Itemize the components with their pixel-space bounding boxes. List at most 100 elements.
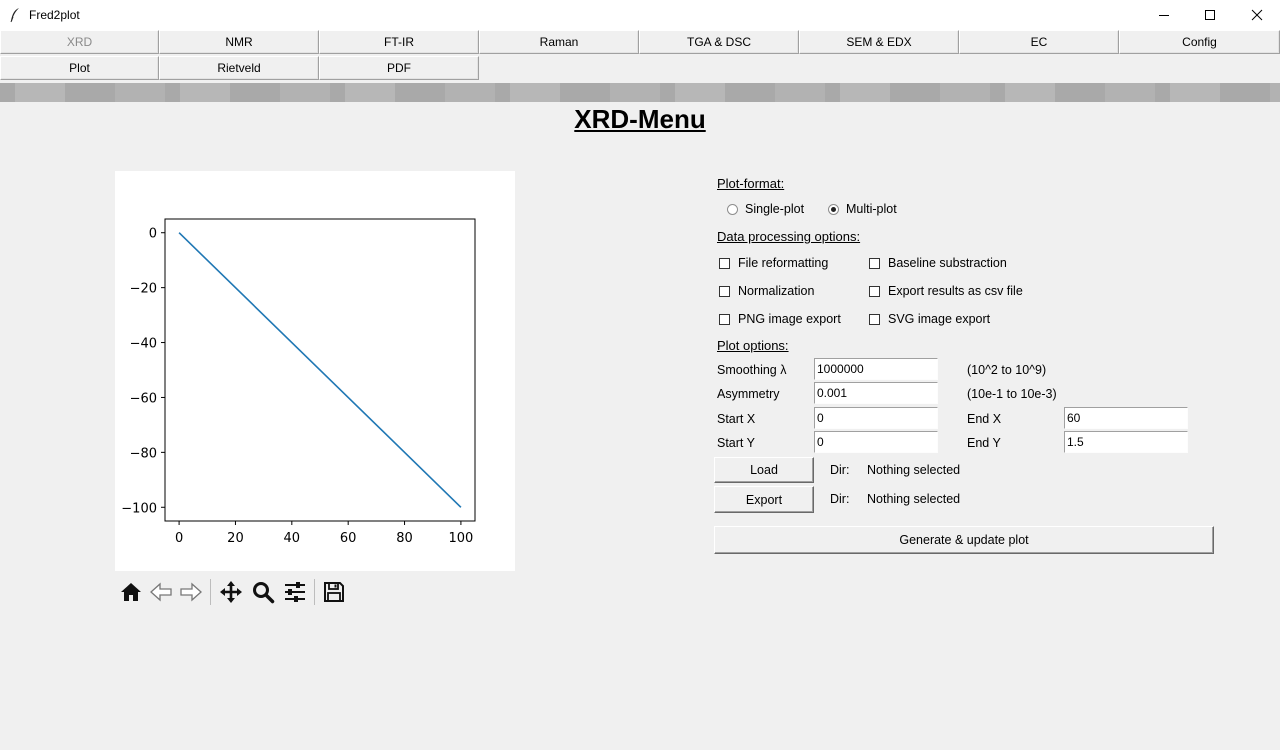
y-tick-label: −80: [130, 446, 157, 461]
radio-indicator[interactable]: [727, 203, 738, 215]
file-reformatting-label: File reformatting: [738, 256, 829, 270]
tab-nmr[interactable]: NMR: [159, 30, 319, 54]
y-tick-label: −20: [130, 282, 157, 297]
plot-format-label: Plot-format:: [717, 176, 785, 191]
pan-button[interactable]: [216, 577, 246, 607]
y-tick-label: 0: [149, 227, 157, 242]
page-title: XRD-Menu: [574, 104, 706, 134]
x-tick-label: 100: [448, 531, 473, 546]
minimize-button[interactable]: [1141, 0, 1187, 30]
multi-plot-label: Multi-plot: [846, 202, 897, 216]
asymmetry-input[interactable]: [814, 382, 938, 404]
plot-canvas[interactable]: 0 20 40 60 80 100 0 −20 −40 −60 −80 −100: [115, 171, 515, 571]
smoothing-input[interactable]: [814, 358, 938, 380]
load-dir-label: Dir:: [830, 463, 850, 477]
start-y-label: Start Y: [717, 436, 755, 450]
tab-pdf[interactable]: PDF: [319, 56, 479, 80]
normalization-label: Normalization: [738, 284, 815, 298]
checkbox-box[interactable]: [869, 257, 880, 269]
close-button[interactable]: [1234, 0, 1280, 30]
baseline-checkbox[interactable]: Baseline substraction: [869, 256, 1007, 270]
toolbar-separator: [314, 579, 315, 605]
x-tick-label: 80: [396, 531, 413, 546]
checkbox-box[interactable]: [719, 257, 730, 269]
save-button[interactable]: [319, 577, 349, 607]
single-plot-radio[interactable]: Single-plot: [727, 202, 804, 216]
png-export-checkbox[interactable]: PNG image export: [719, 312, 841, 326]
tab-ec[interactable]: EC: [959, 30, 1119, 54]
y-tick-label: −60: [130, 391, 157, 406]
x-tick-label: 0: [175, 531, 183, 546]
line-chart: 0 20 40 60 80 100 0 −20 −40 −60 −80 −100: [121, 218, 476, 546]
home-button[interactable]: [116, 577, 146, 607]
home-icon: [121, 583, 141, 601]
smoothing-label: Smoothing λ: [717, 363, 787, 377]
separator-strip: [0, 83, 1280, 102]
checkbox-box[interactable]: [869, 285, 880, 297]
export-dir-value: Nothing selected: [867, 492, 961, 506]
file-reformatting-checkbox[interactable]: File reformatting: [719, 256, 828, 270]
start-y-input[interactable]: [814, 431, 938, 453]
smoothing-range-hint: (10^2 to 10^9): [967, 363, 1047, 377]
toolbar-separator: [210, 579, 211, 605]
configure-subplots-icon: [285, 582, 305, 602]
tab-xrd[interactable]: XRD: [0, 30, 159, 54]
x-tick-label: 40: [284, 531, 301, 546]
start-x-input[interactable]: [814, 407, 938, 429]
forward-arrow-icon: [180, 582, 202, 602]
configure-subplots-button[interactable]: [280, 577, 310, 607]
forward-button[interactable]: [176, 577, 206, 607]
load-button[interactable]: Load: [714, 457, 814, 483]
end-x-label: End X: [967, 412, 1002, 426]
svg-export-checkbox[interactable]: SVG image export: [869, 312, 990, 326]
multi-plot-radio[interactable]: Multi-plot: [828, 202, 897, 216]
tab-ftir[interactable]: FT-IR: [319, 30, 479, 54]
export-dir-label: Dir:: [830, 492, 850, 506]
end-y-label: End Y: [967, 436, 1001, 450]
end-y-input[interactable]: [1064, 431, 1188, 453]
close-icon: [1251, 9, 1263, 21]
baseline-label: Baseline substraction: [888, 256, 1007, 270]
zoom-button[interactable]: [248, 577, 278, 607]
tab-raman[interactable]: Raman: [479, 30, 639, 54]
checkbox-box[interactable]: [719, 313, 730, 325]
tab-tga-dsc[interactable]: TGA & DSC: [639, 30, 799, 54]
load-dir-value: Nothing selected: [867, 463, 961, 477]
plot-options-label: Plot options:: [717, 338, 789, 353]
png-export-label: PNG image export: [738, 312, 841, 326]
generate-update-plot-button[interactable]: Generate & update plot: [714, 526, 1214, 554]
radio-indicator-selected[interactable]: [828, 203, 839, 215]
x-tick-label: 60: [340, 531, 357, 546]
checkbox-box[interactable]: [719, 285, 730, 297]
x-tick-label: 20: [227, 531, 244, 546]
tab-sem-edx[interactable]: SEM & EDX: [799, 30, 959, 54]
minimize-icon: [1159, 15, 1169, 16]
single-plot-label: Single-plot: [745, 202, 805, 216]
end-x-input[interactable]: [1064, 407, 1188, 429]
zoom-icon: [253, 582, 275, 604]
tab-config[interactable]: Config: [1119, 30, 1280, 54]
series-line: [178, 232, 462, 508]
tab-rietveld[interactable]: Rietveld: [159, 56, 319, 80]
maximize-button[interactable]: [1187, 0, 1233, 30]
save-icon: [324, 582, 344, 602]
export-csv-checkbox[interactable]: Export results as csv file: [869, 284, 1023, 298]
export-csv-label: Export results as csv file: [888, 284, 1023, 298]
back-arrow-icon: [150, 582, 172, 602]
y-tick-label: −100: [121, 501, 157, 516]
feather-icon: [10, 8, 19, 23]
data-processing-label: Data processing options:: [717, 229, 861, 244]
pan-icon: [220, 581, 242, 603]
window-title: Fred2plot: [29, 8, 80, 22]
checkbox-box[interactable]: [869, 313, 880, 325]
maximize-icon: [1205, 10, 1215, 20]
tab-plot[interactable]: Plot: [0, 56, 159, 80]
title-bar: Fred2plot: [0, 0, 1280, 30]
y-tick-label: −40: [130, 337, 157, 352]
normalization-checkbox[interactable]: Normalization: [719, 284, 814, 298]
export-button[interactable]: Export: [714, 486, 814, 513]
back-button[interactable]: [146, 577, 176, 607]
axes-frame: [164, 218, 476, 522]
asymmetry-range-hint: (10e-1 to 10e-3): [967, 387, 1057, 401]
asymmetry-label: Asymmetry: [717, 387, 780, 401]
